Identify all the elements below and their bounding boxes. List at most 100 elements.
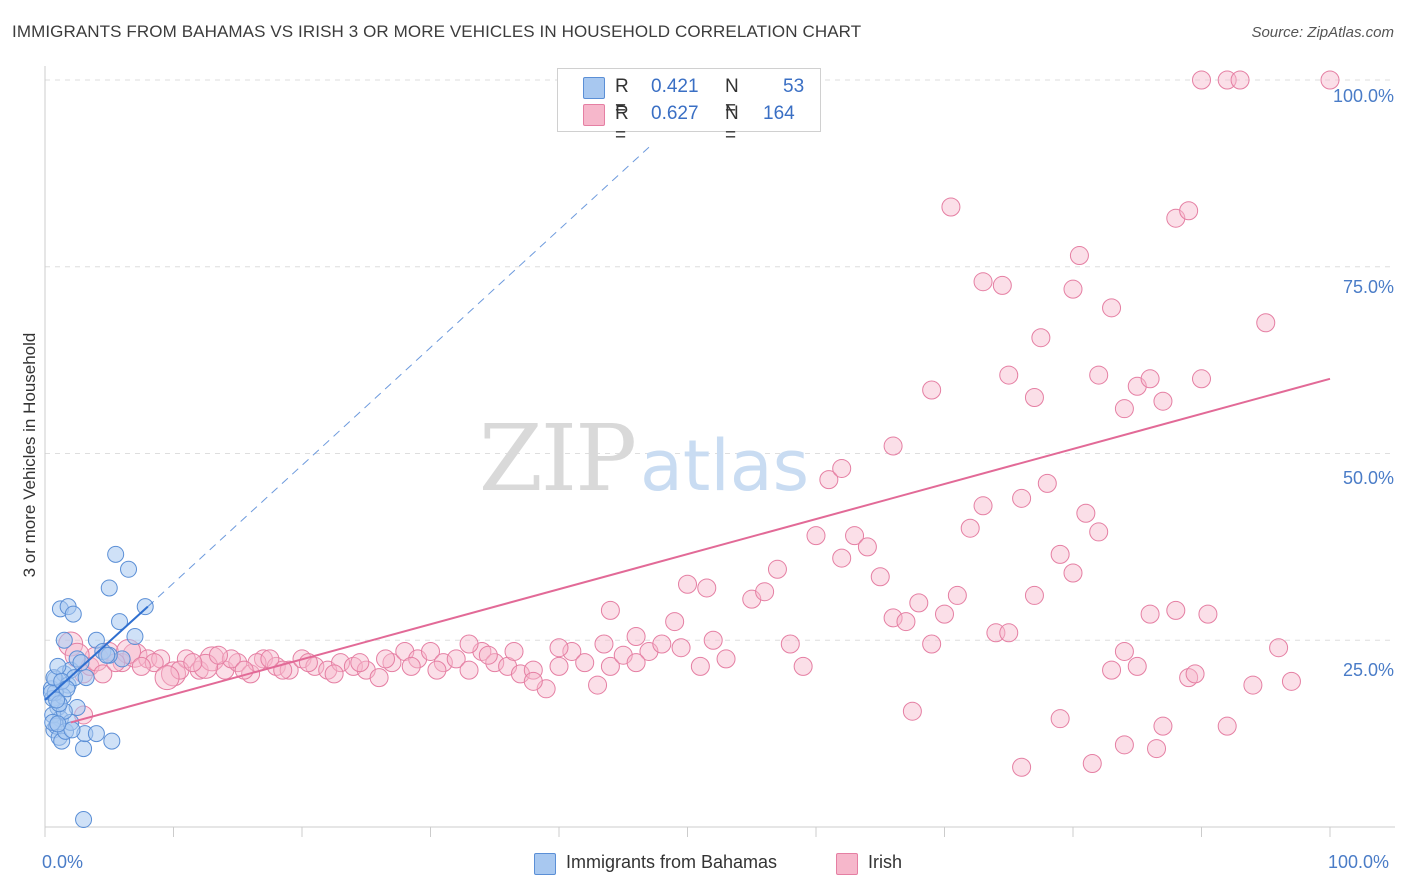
irish-point [154,665,180,691]
irish-point [947,585,967,605]
irish-point [1102,660,1122,680]
series-swatch-irish [836,853,858,875]
x-tick-label-100: 100.0% [1328,852,1390,872]
irish-point [1166,600,1186,620]
irish-point [806,526,826,546]
irish-point [600,600,620,620]
legend-r-value: 0.627 [651,103,699,124]
irish-point [1192,70,1211,90]
legend-r-label: R = [615,76,629,119]
irish-point [999,365,1019,385]
irish-point [459,660,479,680]
irish-point [1037,473,1057,493]
irish-point [896,612,916,632]
irish-point [883,608,903,628]
bahamas-point [64,605,82,623]
legend-r-value: 0.421 [651,76,699,97]
irish-point [594,634,614,654]
bahamas-point [126,628,144,646]
irish-point [1256,313,1276,333]
y-tick-label-100: 100.0% [1332,86,1394,106]
irish-point [221,649,241,669]
irish-point [690,656,710,676]
irish-point [131,656,151,676]
irish-point [626,627,646,647]
bahamas-point [98,646,116,664]
irish-point [376,649,396,669]
irish-point [1114,735,1134,755]
irish-point [999,623,1019,643]
irish-point [1179,201,1199,221]
irish-point [93,664,113,684]
bahamas-point [49,715,67,733]
bahamas-point [87,725,105,743]
irish-point [902,701,922,721]
legend-n-label: N = [725,103,739,146]
irish-point [1076,503,1096,523]
series-label-irish: Irish [868,852,903,872]
irish-point [600,656,620,676]
x-tick-label-0: 0.0% [42,852,84,872]
irish-point [1320,70,1340,90]
legend-n-label: N = [725,76,739,119]
irish-point [369,668,389,688]
bahamas-trend-line [44,605,149,701]
irish-point [973,496,993,516]
irish-point [1031,328,1051,348]
irish-point [941,197,961,217]
irish-point [588,675,608,695]
irish-point [870,567,890,587]
irish-point [324,664,344,684]
irish-point [459,634,479,654]
irish-point [626,653,646,673]
irish-point [1063,279,1083,299]
irish-point [183,653,203,673]
irish-point [1140,604,1160,624]
bahamas-point [107,545,125,563]
irish-point [549,656,569,676]
bahamas-point [100,579,118,597]
irish-point [1198,604,1218,624]
irish-point [1102,298,1122,318]
irish-point [678,574,697,594]
irish-point [697,578,717,598]
irish-point [1179,668,1199,688]
irish-point [144,653,164,673]
irish-point [305,656,325,676]
series-label-bahamas: Immigrants from Bahamas [566,852,778,872]
irish-point [767,559,787,579]
irish-point [1127,656,1147,676]
irish-point [485,653,505,673]
irish-point [960,518,980,538]
irish-point [350,653,370,673]
irish-point [793,656,813,676]
irish-point [1140,369,1160,389]
irish-point [780,634,800,654]
irish-point [973,272,993,292]
irish-point [883,436,903,456]
bahamas-point [48,691,66,709]
chart-title: IMMIGRANTS FROM BAHAMAS VS IRISH 3 OR MO… [12,22,862,41]
irish-point [1269,638,1289,658]
y-tick-label-50: 50.0% [1342,468,1394,488]
watermark-atlas: atlas [640,425,809,507]
irish-point [562,641,582,661]
irish-point [421,641,440,661]
irish-point [504,641,524,661]
irish-point [1082,754,1102,774]
irish-point [857,537,877,557]
bahamas-point [75,811,93,829]
irish-point [1114,399,1134,419]
bahamas-point [111,613,129,631]
irish-point [478,645,498,665]
watermark-zip: ZIP [479,405,635,512]
irish-point [401,656,421,676]
series-swatch-bahamas [534,853,556,875]
irish-point [1050,709,1070,729]
y-tick-label-25: 25.0% [1342,660,1394,680]
irish-point [1281,671,1301,691]
irish-point [1153,716,1173,736]
irish-point [1012,488,1032,508]
irish-point [161,661,186,687]
